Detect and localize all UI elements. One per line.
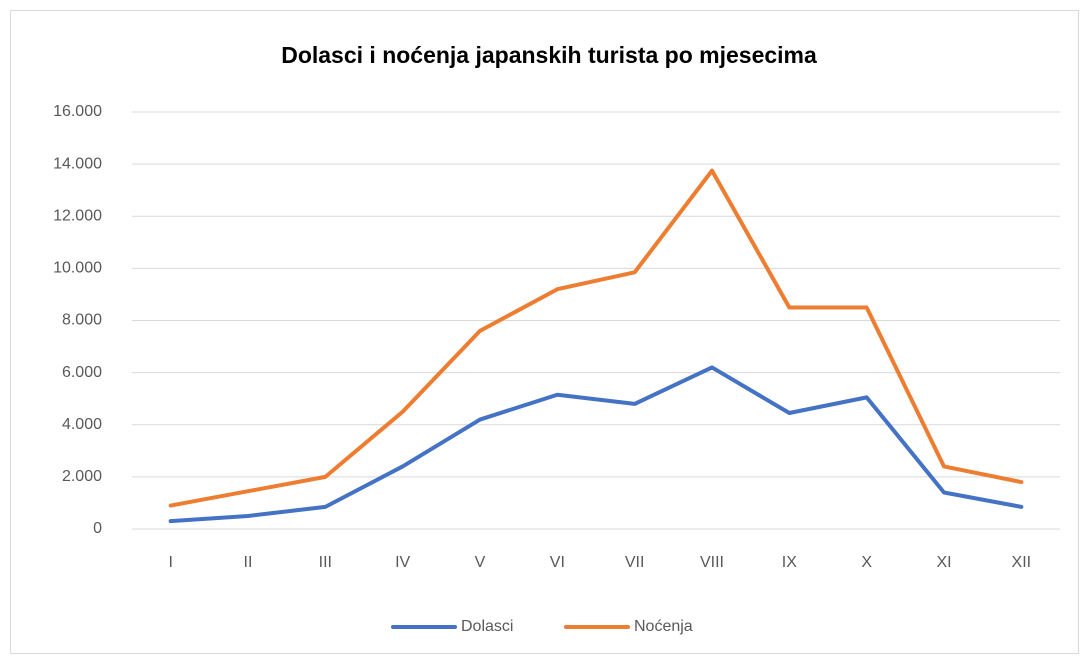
x-tick-label: VII <box>625 554 645 571</box>
y-tick-label: 6.000 <box>62 364 102 381</box>
x-tick-label: V <box>475 554 486 571</box>
x-tick-label: XII <box>1012 554 1032 571</box>
x-tick-label: IV <box>395 554 410 571</box>
y-tick-label: 8.000 <box>62 312 102 329</box>
y-tick-label: 10.000 <box>53 260 102 277</box>
x-tick-label: VIII <box>700 554 724 571</box>
y-tick-label: 12.000 <box>53 207 102 224</box>
chart-title: Dolasci i noćenja japanskih turista po m… <box>281 42 817 68</box>
y-tick-label: 4.000 <box>62 416 102 433</box>
y-tick-label: 2.000 <box>62 468 102 485</box>
y-tick-label: 14.000 <box>53 155 102 172</box>
series-line <box>168 365 1024 524</box>
legend-label: Noćenja <box>634 618 693 635</box>
x-tick-label: X <box>861 554 872 571</box>
chart-border <box>10 10 1079 654</box>
x-tick-label: IX <box>782 554 797 571</box>
legend-label: Dolasci <box>461 618 513 635</box>
series-line <box>168 168 1024 508</box>
x-tick-label: I <box>168 554 172 571</box>
x-tick-label: III <box>319 554 332 571</box>
x-tick-label: VI <box>550 554 565 571</box>
y-tick-label: 16.000 <box>53 103 102 120</box>
y-tick-label: 0 <box>93 520 102 537</box>
x-tick-label: XI <box>936 554 951 571</box>
x-tick-label: II <box>244 554 253 571</box>
